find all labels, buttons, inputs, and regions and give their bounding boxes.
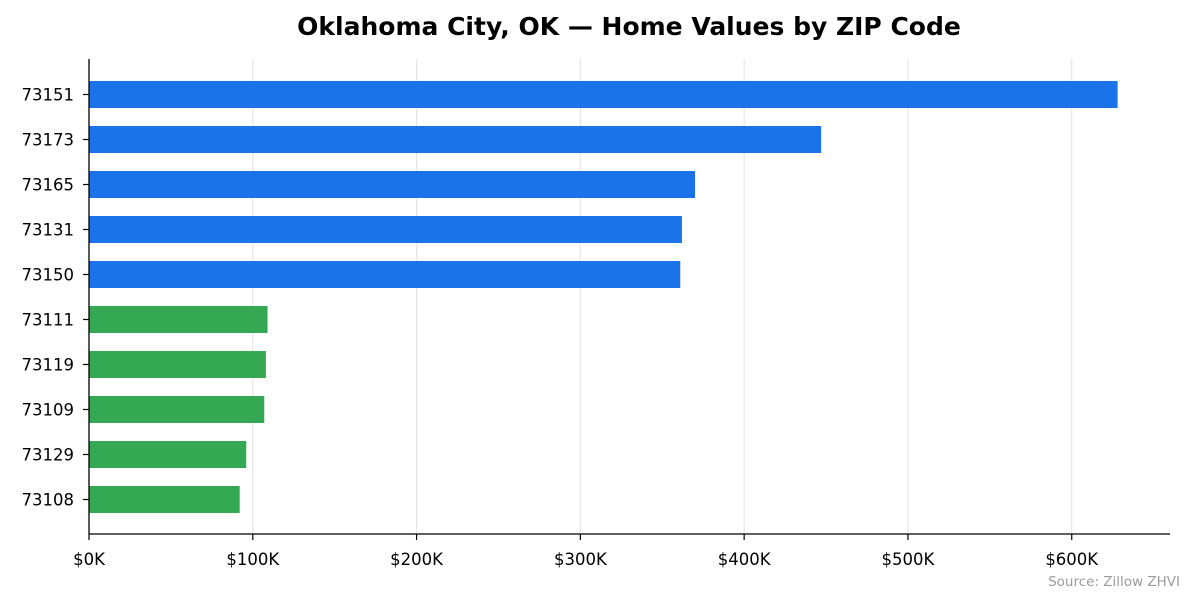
y-tick-label: 73129 <box>22 446 75 465</box>
bar <box>89 396 265 423</box>
y-tick-label: 73109 <box>22 401 75 420</box>
bar <box>89 261 681 288</box>
x-tick-label: $0K <box>73 550 106 569</box>
source-note: Source: Zillow ZHVI <box>1048 574 1180 590</box>
y-tick-label: 73108 <box>22 491 75 510</box>
y-tick-label: 73150 <box>22 266 75 285</box>
y-tick-label: 73131 <box>22 221 75 240</box>
bar <box>89 351 266 378</box>
x-tick-label: $500K <box>882 550 936 569</box>
x-axis-ticks: $0K $100K $200K $300K $400K $500K $600K <box>73 534 1099 569</box>
x-tick-label: $100K <box>226 550 280 569</box>
y-tick-label: 73111 <box>22 311 75 330</box>
y-tick-label: 73165 <box>22 176 75 195</box>
bar <box>89 81 1118 108</box>
x-tick-label: $300K <box>554 550 608 569</box>
bar <box>89 171 696 198</box>
y-axis-ticks: 73151 73173 73165 73131 73150 73111 73119 73109… <box>22 86 89 510</box>
bars <box>89 81 1118 513</box>
x-tick-label: $400K <box>718 550 772 569</box>
bar <box>89 126 822 153</box>
bar <box>89 441 247 468</box>
bar <box>89 306 268 333</box>
y-tick-label: 73151 <box>22 86 75 105</box>
x-tick-label: $200K <box>390 550 444 569</box>
y-tick-label: 73173 <box>22 131 75 150</box>
bar <box>89 486 240 513</box>
bar <box>89 216 682 243</box>
chart-title: Oklahoma City, OK — Home Values by ZIP C… <box>297 12 961 41</box>
x-tick-label: $600K <box>1045 550 1099 569</box>
y-tick-label: 73119 <box>22 356 75 375</box>
